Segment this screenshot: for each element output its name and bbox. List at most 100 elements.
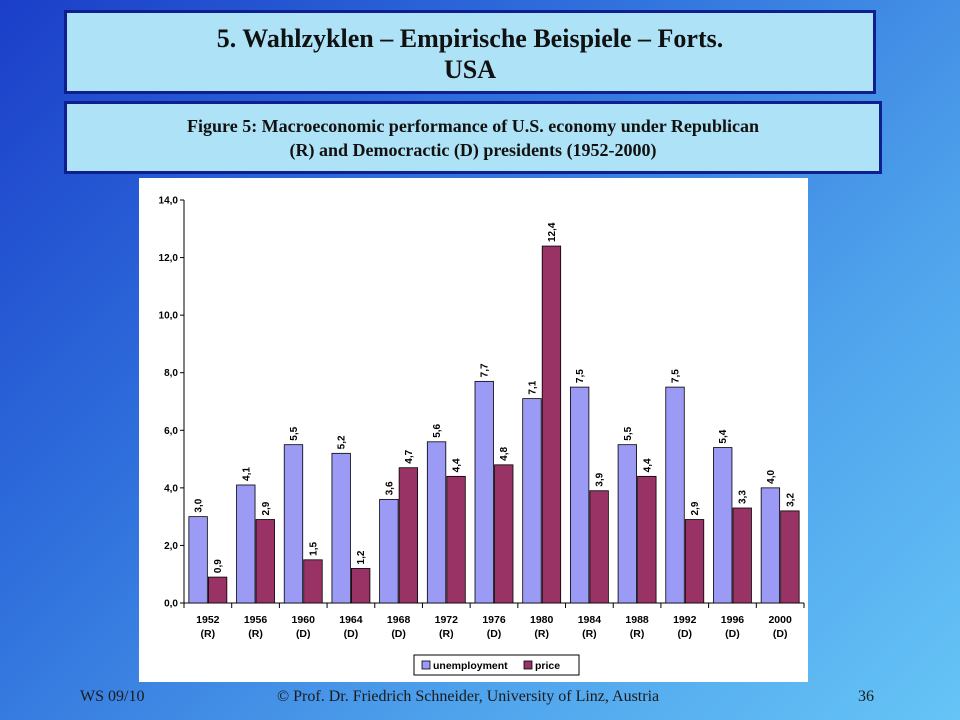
unemployment-data-label: 7,5 [575,369,586,383]
x-tick-label-party: (R) [534,628,549,640]
slide-title-country: USA [443,55,496,84]
price-data-label: 2,9 [261,501,272,515]
x-tick-label-year: 1984 [578,614,602,626]
legend-label-price: price [535,660,560,672]
bar-chart: 0,0 2,0 4,0 6,0 8,0 10,0 12,0 14,0 3,0 0,9 1952 (R)… [159,196,805,676]
x-tick-label-year: 1972 [435,614,459,626]
slide-title: 5. Wahlzyklen – Empirische Beispiele – F… [216,24,724,53]
price-data-label: 4,7 [404,449,415,463]
unemployment-bar [665,386,685,604]
unemployment-data-label: 4,0 [766,470,777,484]
price-data-label: 4,8 [499,446,510,460]
price-bar [351,568,371,604]
y-tick-label: 4,0 [164,483,178,494]
y-tick-label: 10,0 [159,311,179,322]
price-bar [589,490,609,604]
unemployment-data-label: 7,1 [527,380,538,394]
x-tick-label-year: 1968 [387,614,411,626]
x-tick-label-party: (D) [487,628,502,640]
x-tick-label-year: 1964 [339,614,363,626]
price-data-label: 4,4 [642,458,653,472]
legend-swatch-unemployment [421,660,431,670]
price-data-label: 4,4 [452,458,463,472]
price-bar [446,475,466,604]
x-tick-label-party: (D) [391,628,406,640]
footer-copyright: © Prof. Dr. Friedrich Schneider, Univers… [277,688,660,705]
unemployment-data-label: 4,1 [241,467,252,481]
price-data-label: 2,9 [690,501,701,515]
figure-caption-line2: (R) and Democractic (D) presidents (1952… [289,140,657,160]
figure-caption-line1: Figure 5: Macroeconomic performance of U… [187,116,759,136]
unemployment-bar [617,444,637,604]
unemployment-bar [474,380,494,604]
legend-box [413,654,580,676]
unemployment-bar [331,452,351,604]
unemployment-data-label: 5,6 [432,423,443,437]
unemployment-bar [426,441,447,604]
price-bar [732,507,752,604]
x-tick-label-year: 1956 [244,614,268,626]
x-tick-label-party: (D) [344,628,359,640]
unemployment-data-label: 5,5 [623,426,634,440]
slide-title-box: 5. Wahlzyklen – Empirische Beispiele – F… [64,10,876,94]
price-data-label: 3,3 [738,490,749,504]
price-bar [303,559,323,604]
y-tick-label: 12,0 [159,253,179,264]
unemployment-data-label: 7,5 [671,369,682,383]
x-tick-label-year: 1980 [530,614,554,626]
x-tick-label-party: (R) [582,628,597,640]
x-tick-label-party: (D) [725,628,740,640]
x-tick-label-year: 1976 [482,614,506,626]
price-bar [207,576,228,604]
chart-area: 0,0 2,0 4,0 6,0 8,0 10,0 12,0 14,0 3,0 0,9 1952 (R)… [139,178,808,682]
x-tick-label-party: (R) [201,628,216,640]
price-bar [541,245,562,604]
footer-semester: WS 09/10 [80,688,145,705]
price-data-label: 12,4 [547,222,558,242]
y-tick-label: 14,0 [159,196,179,207]
footer-page-number: 36 [858,688,874,705]
price-data-label: 1,5 [308,541,319,555]
price-bar [255,519,275,604]
price-data-label: 3,2 [785,493,796,507]
unemployment-bar [283,444,304,604]
unemployment-data-label: 3,6 [384,481,395,495]
unemployment-bar [569,386,590,604]
y-tick-label: 2,0 [164,541,178,552]
x-tick-label-party: (D) [773,628,788,640]
x-tick-label-year: 1992 [673,614,697,626]
unemployment-data-label: 5,4 [718,429,729,443]
price-data-label: 3,9 [595,472,606,486]
legend-label-unemployment: unemployment [433,660,508,672]
legend-swatch-price [523,660,533,670]
x-tick-label-party: (D) [296,628,311,640]
x-tick-label-year: 2000 [768,614,792,626]
price-bar [398,467,419,604]
unemployment-bar [713,447,733,604]
x-tick-label-year: 1996 [721,614,745,626]
x-tick-label-party: (R) [248,628,263,640]
y-tick-label: 8,0 [164,368,178,379]
x-tick-label-year: 1952 [196,614,220,626]
unemployment-data-label: 5,5 [289,426,300,440]
x-tick-label-year: 1988 [625,614,649,626]
y-tick-label: 0,0 [164,599,178,610]
price-bar [780,510,800,604]
unemployment-bar [522,398,542,604]
x-tick-label-party: (D) [677,628,692,640]
x-tick-label-party: (R) [439,628,454,640]
price-data-label: 0,9 [213,559,224,573]
x-tick-label-party: (R) [630,628,645,640]
unemployment-data-label: 7,7 [480,363,491,377]
unemployment-data-label: 3,0 [194,498,205,512]
unemployment-data-label: 5,2 [337,435,348,449]
price-bar [684,519,705,604]
unemployment-bar [188,516,208,604]
price-bar [494,464,514,604]
x-tick-label-year: 1960 [292,614,316,626]
unemployment-bar [236,484,256,604]
unemployment-bar [379,498,399,604]
price-data-label: 1,2 [356,550,367,564]
y-tick-label: 6,0 [164,426,178,437]
unemployment-bar [760,487,781,604]
